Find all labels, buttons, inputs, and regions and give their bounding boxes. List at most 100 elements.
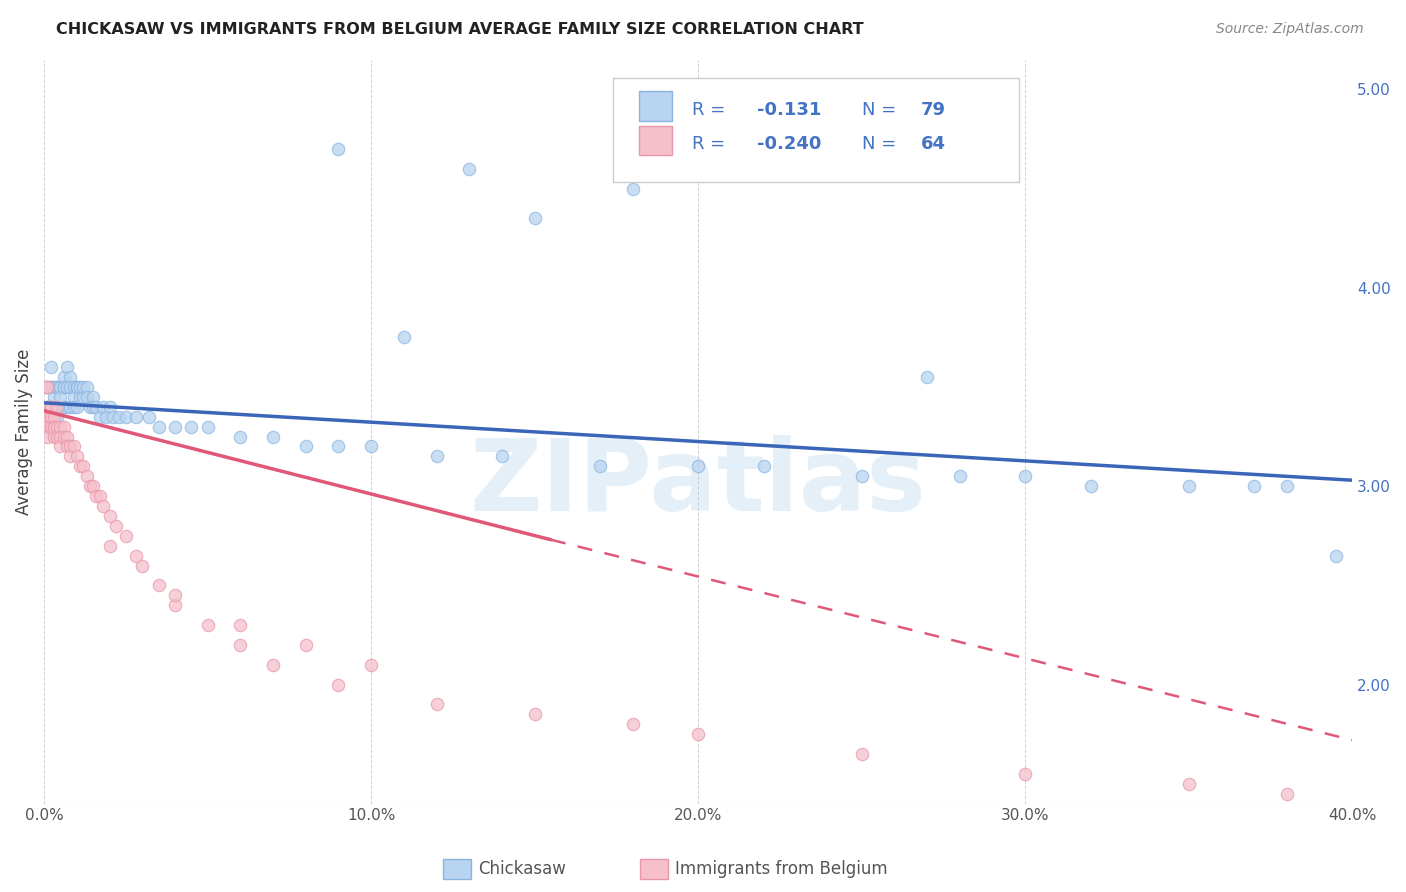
Point xyxy=(66,400,89,414)
Point xyxy=(37,419,59,434)
Text: R =: R = xyxy=(692,135,731,153)
Point xyxy=(37,429,59,443)
Point xyxy=(148,419,170,434)
Text: N =: N = xyxy=(862,135,901,153)
Point xyxy=(688,727,710,741)
Point xyxy=(69,380,91,394)
Point xyxy=(851,469,873,483)
Text: Source: ZipAtlas.com: Source: ZipAtlas.com xyxy=(1216,22,1364,37)
Point xyxy=(163,598,186,612)
Point xyxy=(180,419,202,434)
Point xyxy=(229,638,252,652)
Text: R =: R = xyxy=(692,101,731,120)
Text: 79: 79 xyxy=(921,101,946,120)
Point xyxy=(46,380,69,394)
Point xyxy=(115,529,138,543)
Point xyxy=(52,380,75,394)
Point xyxy=(125,549,148,563)
Point xyxy=(101,409,124,424)
Point xyxy=(89,489,111,503)
Point xyxy=(49,440,72,454)
Point xyxy=(589,459,612,474)
Point xyxy=(328,677,350,691)
Point xyxy=(1243,479,1265,493)
Point xyxy=(49,380,72,394)
Point xyxy=(851,747,873,761)
Point xyxy=(138,409,160,424)
Point xyxy=(262,657,284,672)
Point xyxy=(59,400,82,414)
Point xyxy=(491,450,513,464)
Point xyxy=(39,419,62,434)
Point xyxy=(294,440,316,454)
Y-axis label: Average Family Size: Average Family Size xyxy=(15,349,32,515)
Point xyxy=(56,400,79,414)
Point xyxy=(39,400,62,414)
Point xyxy=(56,360,79,375)
Point xyxy=(72,380,94,394)
Point xyxy=(98,539,121,553)
Text: N =: N = xyxy=(862,101,901,120)
Point xyxy=(37,380,59,394)
Point xyxy=(105,519,128,533)
Text: Immigrants from Belgium: Immigrants from Belgium xyxy=(675,860,887,878)
Point xyxy=(46,380,69,394)
Point xyxy=(37,419,59,434)
Point xyxy=(163,588,186,602)
Point xyxy=(46,419,69,434)
Point xyxy=(1177,777,1199,791)
Point xyxy=(59,440,82,454)
Point xyxy=(39,360,62,375)
Point xyxy=(49,380,72,394)
Point xyxy=(82,400,104,414)
Point xyxy=(56,429,79,443)
Point xyxy=(360,440,382,454)
Point xyxy=(621,717,644,731)
Point xyxy=(115,409,138,424)
Point xyxy=(328,142,350,156)
Point xyxy=(62,440,84,454)
Point xyxy=(96,409,118,424)
Point xyxy=(425,698,447,712)
Point xyxy=(197,419,219,434)
Point xyxy=(56,440,79,454)
Point xyxy=(108,409,131,424)
Point xyxy=(72,390,94,404)
Point xyxy=(56,380,79,394)
Point xyxy=(42,409,65,424)
Point xyxy=(752,459,775,474)
Point xyxy=(79,400,101,414)
Point xyxy=(79,479,101,493)
Point xyxy=(52,419,75,434)
Point xyxy=(37,380,59,394)
Point xyxy=(42,380,65,394)
Point xyxy=(86,400,108,414)
Point xyxy=(72,459,94,474)
Point xyxy=(1080,479,1102,493)
Point xyxy=(39,380,62,394)
Point xyxy=(523,211,546,226)
Point xyxy=(229,429,252,443)
Point xyxy=(915,370,938,384)
Point xyxy=(37,400,59,414)
Point xyxy=(59,370,82,384)
Point xyxy=(66,450,89,464)
Point xyxy=(1275,787,1298,801)
Point xyxy=(39,409,62,424)
Point xyxy=(76,469,98,483)
Point xyxy=(98,508,121,523)
Point xyxy=(328,440,350,454)
Point xyxy=(62,400,84,414)
Point xyxy=(163,419,186,434)
Text: Chickasaw: Chickasaw xyxy=(478,860,565,878)
Point xyxy=(37,400,59,414)
Point xyxy=(82,479,104,493)
Point xyxy=(46,409,69,424)
Point xyxy=(39,409,62,424)
Point xyxy=(262,429,284,443)
Text: -0.131: -0.131 xyxy=(756,101,821,120)
Point xyxy=(42,419,65,434)
Point xyxy=(46,429,69,443)
Point xyxy=(148,578,170,592)
FancyBboxPatch shape xyxy=(613,78,1019,182)
